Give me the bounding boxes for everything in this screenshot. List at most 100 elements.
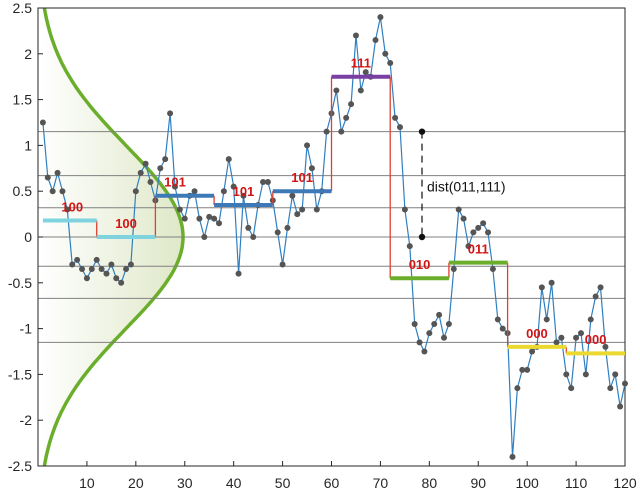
data-point <box>83 275 90 282</box>
data-point <box>617 403 624 410</box>
data-point <box>294 211 301 218</box>
segment-steps <box>42 74 625 356</box>
y-tick-label-9: -2 <box>20 412 33 428</box>
data-point <box>113 275 120 282</box>
data-point <box>343 114 350 121</box>
data-point <box>176 206 183 213</box>
x-tick-label-11: 120 <box>613 475 637 491</box>
data-point <box>445 321 452 328</box>
data-point <box>167 110 174 117</box>
data-point <box>338 128 345 135</box>
data-point <box>622 380 628 387</box>
data-point <box>460 215 467 222</box>
data-point <box>147 179 154 186</box>
distance-endpoint-bottom <box>418 233 426 241</box>
data-point <box>98 266 105 273</box>
data-point <box>74 256 81 263</box>
segment-label-0: 100 <box>61 199 83 214</box>
data-point <box>123 266 130 273</box>
segment-label-9: 000 <box>585 332 607 347</box>
segment-label-5: 111 <box>351 56 371 71</box>
y-tick-label-5: 0 <box>24 229 32 245</box>
segment-label-7: 011 <box>468 241 489 256</box>
data-point <box>372 37 379 44</box>
data-point <box>553 339 560 346</box>
x-tick-label-9: 100 <box>515 475 539 491</box>
data-point <box>54 169 61 176</box>
data-point <box>592 293 599 300</box>
data-point <box>431 321 438 328</box>
data-point <box>289 192 296 199</box>
data-point <box>489 266 496 273</box>
data-point <box>357 87 364 94</box>
data-point <box>79 266 86 273</box>
data-point <box>465 243 472 250</box>
data-point <box>211 215 218 222</box>
data-point <box>137 169 144 176</box>
data-point <box>382 50 389 57</box>
y-tick-label-2: 1.5 <box>13 92 33 108</box>
data-point <box>563 371 570 378</box>
segment-label-3: 101 <box>233 184 255 199</box>
y-tick-label-4: 0.5 <box>13 183 33 199</box>
data-point <box>245 224 252 231</box>
data-point <box>191 188 198 195</box>
data-point <box>333 87 340 94</box>
data-point <box>582 371 589 378</box>
data-point <box>93 256 100 263</box>
x-tick-label-8: 90 <box>470 475 486 491</box>
x-tick-label-3: 40 <box>226 475 242 491</box>
data-point <box>396 124 403 131</box>
y-tick-label-1: 2 <box>24 46 32 62</box>
data-point <box>568 385 575 392</box>
data-point <box>103 270 110 277</box>
segment-labels: 100 100 101 101 101 111 010 011 000 000 <box>61 56 606 348</box>
data-point <box>132 188 139 195</box>
data-point <box>206 213 213 220</box>
y-tick-label-6: -0.5 <box>8 275 32 291</box>
data-point <box>44 174 51 181</box>
data-point <box>201 234 208 240</box>
x-tick-label-7: 80 <box>422 475 438 491</box>
data-point <box>157 165 164 172</box>
data-point <box>558 334 565 341</box>
data-point <box>299 206 306 213</box>
data-point <box>69 261 76 268</box>
y-tick-label-8: -1.5 <box>8 366 32 382</box>
data-point <box>577 330 584 337</box>
data-point <box>142 160 149 167</box>
data-point <box>235 270 242 277</box>
data-point <box>362 69 369 76</box>
data-point <box>108 261 115 268</box>
data-point <box>313 206 320 213</box>
data-point <box>401 206 408 213</box>
data-point <box>436 311 443 318</box>
data-point <box>475 224 482 231</box>
data-point <box>499 325 506 332</box>
data-point <box>196 215 203 222</box>
data-point <box>220 188 227 195</box>
y-axis-ticks: 2.5 2 1.5 1 0.5 0 -0.5 -1 -1.5 -2 -2.5 <box>8 0 43 474</box>
data-point <box>225 156 232 163</box>
data-point <box>421 348 428 355</box>
data-point <box>450 266 457 273</box>
data-point <box>377 14 384 21</box>
data-point <box>279 261 286 268</box>
x-tick-label-4: 50 <box>275 475 291 491</box>
segment-label-8: 000 <box>526 326 548 341</box>
data-point <box>250 234 257 240</box>
data-point <box>59 188 66 195</box>
data-point <box>455 206 462 213</box>
data-point <box>426 330 433 337</box>
y-tick-label-7: -1 <box>20 321 33 337</box>
data-point <box>411 321 418 328</box>
x-axis-ticks: 10 20 30 40 50 60 70 80 90 100 110 120 <box>79 461 637 491</box>
data-point <box>348 101 355 108</box>
segment-label-4: 101 <box>291 170 313 185</box>
data-point <box>441 334 448 341</box>
data-point <box>494 316 501 323</box>
x-tick-label-6: 70 <box>373 475 389 491</box>
distance-endpoint-top <box>418 128 426 135</box>
data-point <box>49 188 56 195</box>
